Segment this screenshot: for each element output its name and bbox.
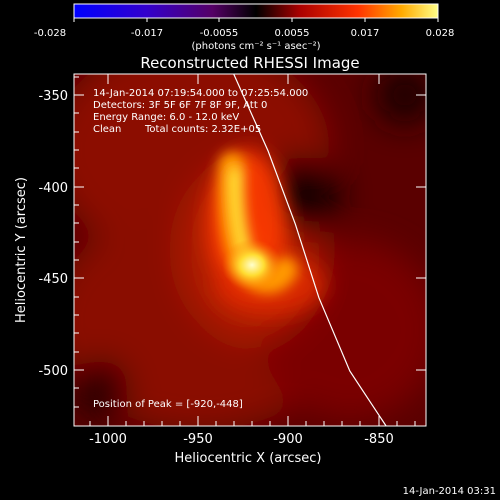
x-axis: -1000 -950 -900 -850 Heliocentric X (arc…	[89, 74, 416, 466]
info-peak-position: Position of Peak = [-920,-448]	[93, 399, 243, 410]
y-axis-label: Heliocentric Y (arcsec)	[14, 177, 29, 323]
y-axis-major-ticks	[74, 94, 426, 371]
colorbar-tick-label: 0.017	[351, 28, 380, 39]
x-tick-label: -1000	[89, 432, 127, 447]
colorbar-tick-labels: -0.028 -0.017 -0.0055 0.0055 0.017 0.028	[34, 28, 454, 39]
colorbar-tick-label: 0.0055	[275, 28, 310, 39]
colorbar-tick-label: -0.028	[34, 28, 66, 39]
x-axis-tick-labels: -1000 -950 -900 -850	[89, 432, 394, 447]
info-energy-range: Energy Range: 6.0 - 12.0 keV	[93, 112, 239, 123]
colorbar-tick-label: 0.028	[426, 28, 455, 39]
x-axis-major-ticks	[107, 74, 380, 426]
timestamp: 14-Jan-2014 03:31	[403, 486, 496, 497]
x-tick-label: -900	[273, 432, 303, 447]
y-axis: -350 -400 -450 -500 Heliocentric Y (arcs…	[14, 76, 426, 408]
y-axis-tick-labels: -350 -400 -450 -500	[38, 89, 68, 379]
solar-limb-curve	[233, 74, 387, 426]
image-info: 14-Jan-2014 07:19:54.000 to 07:25:54.000…	[93, 88, 308, 410]
heatmap-image	[74, 74, 426, 426]
heatmap-dark-region	[375, 74, 426, 125]
colorbar-tick-label: -0.017	[131, 28, 163, 39]
info-total-counts: Total counts: 2.32E+05	[144, 124, 261, 135]
chart-title: Reconstructed RHESSI Image	[140, 54, 359, 72]
colorbar-unit-label: (photons cm⁻² s⁻¹ asec⁻²)	[191, 41, 320, 52]
plot-frame	[73, 73, 427, 427]
info-method: Clean	[93, 124, 121, 135]
y-axis-minor-ticks	[74, 76, 79, 408]
colorbar-gradient	[73, 3, 439, 19]
x-axis-minor-ticks	[89, 421, 416, 426]
y-tick-label: -350	[38, 89, 68, 104]
colorbar: -0.028 -0.017 -0.0055 0.0055 0.017 0.028…	[34, 3, 454, 52]
y-tick-label: -500	[38, 364, 68, 379]
heatmap-dark-region	[74, 360, 128, 420]
colorbar-tick-marks	[73, 18, 439, 22]
y-tick-label: -450	[38, 272, 68, 287]
x-tick-label: -950	[183, 432, 213, 447]
y-tick-label: -400	[38, 181, 68, 196]
heatmap-peak	[222, 239, 282, 291]
x-axis-label: Heliocentric X (arcsec)	[175, 451, 322, 466]
x-tick-label: -850	[364, 432, 394, 447]
colorbar-tick-label: -0.0055	[200, 28, 239, 39]
info-time-range: 14-Jan-2014 07:19:54.000 to 07:25:54.000	[93, 88, 308, 99]
info-detectors: Detectors: 3F 5F 6F 7F 8F 9F, Att 0	[93, 100, 267, 111]
